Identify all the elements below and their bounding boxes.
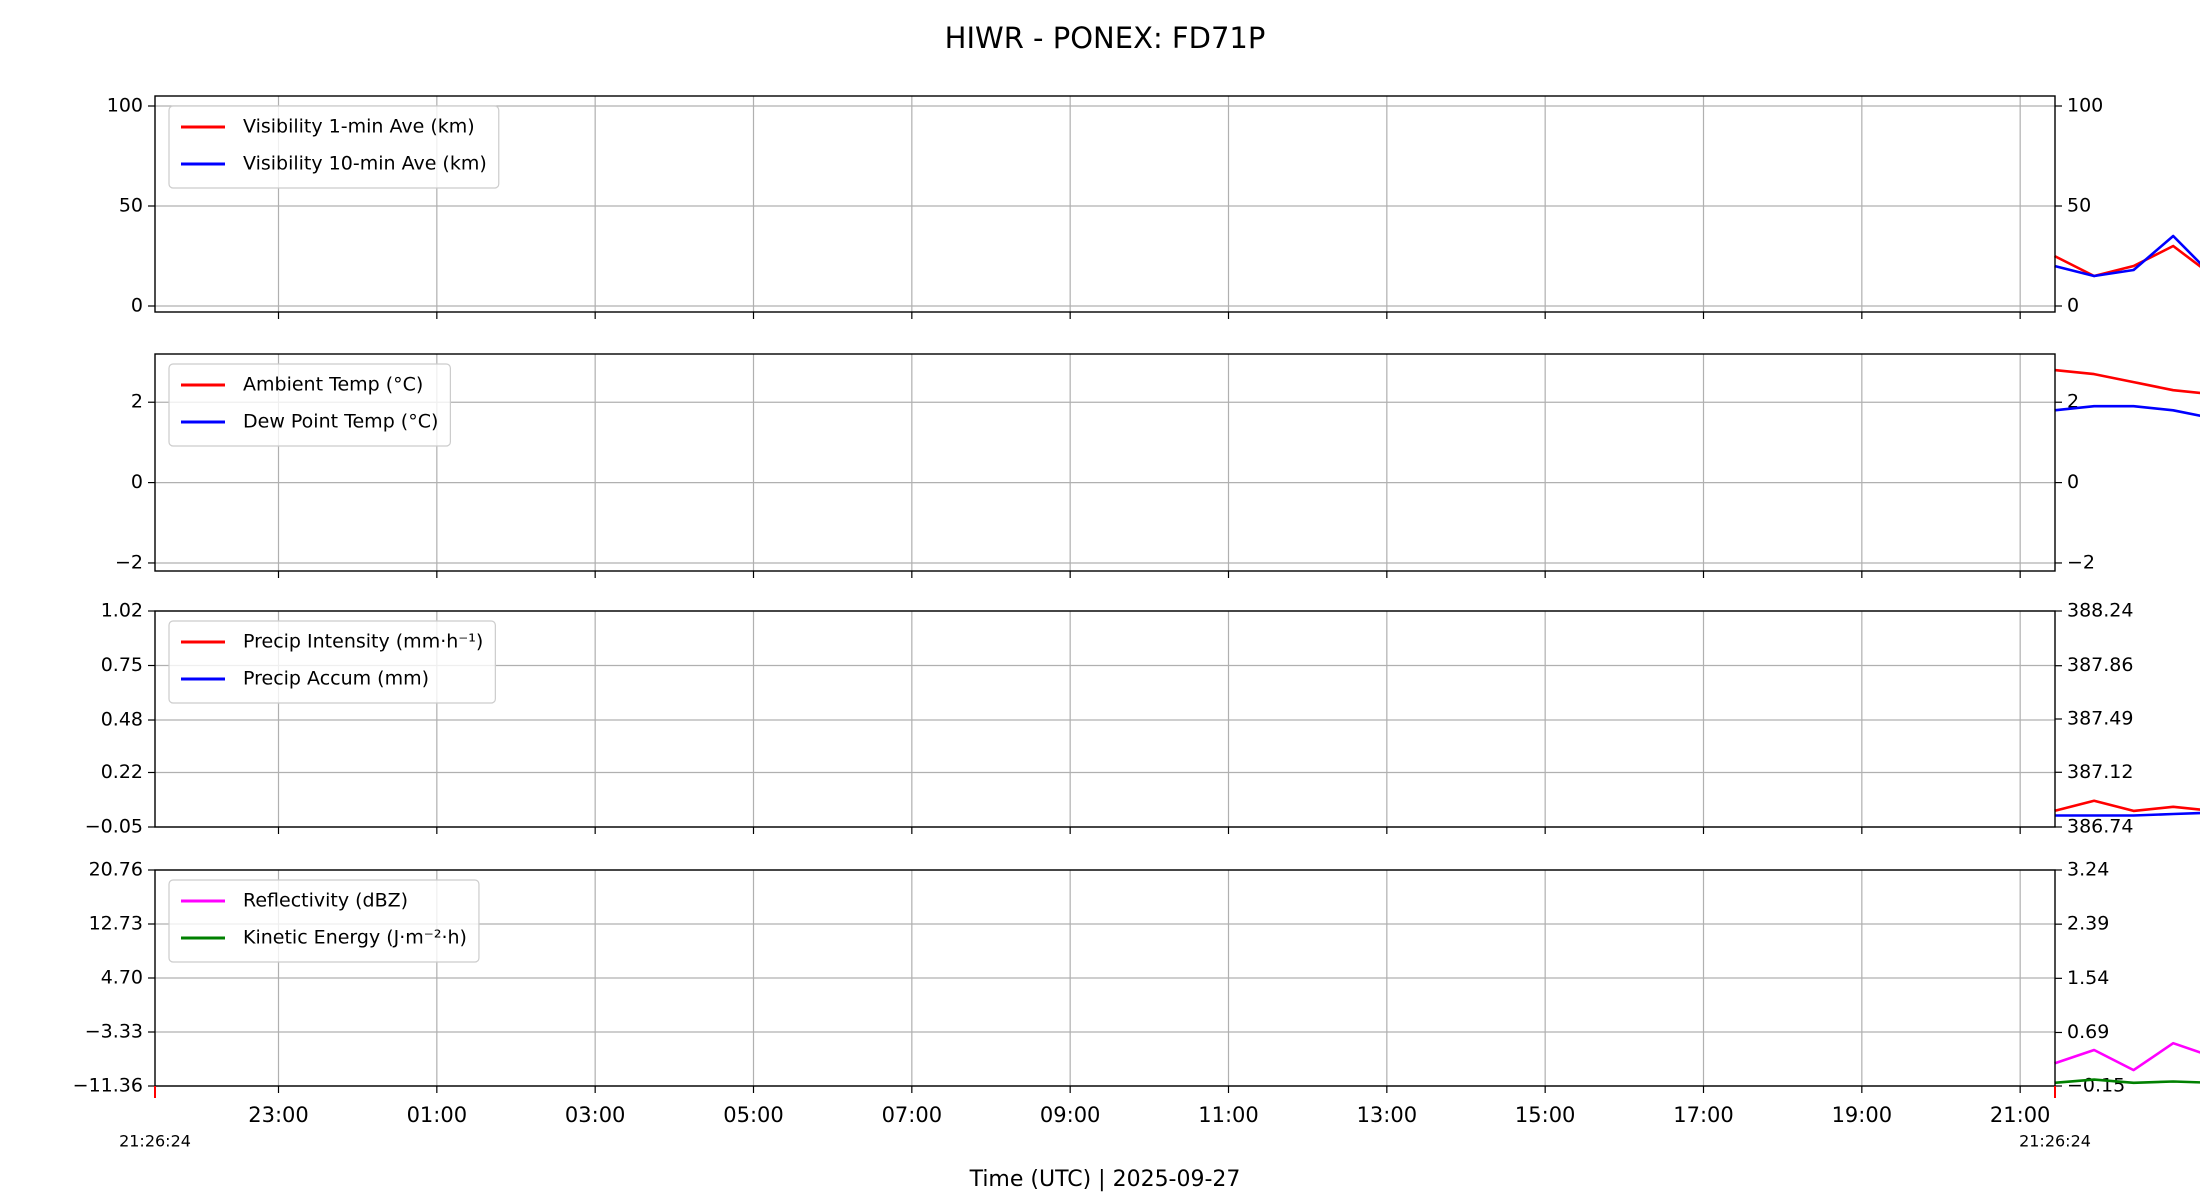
- x-tick-label: 15:00: [1515, 1103, 1576, 1127]
- y2-tick-label: 387.86: [2067, 654, 2133, 676]
- y-tick-label: 1.02: [101, 600, 143, 622]
- legend: Precip Intensity (mm·h⁻¹) Precip Accum (m…: [168, 620, 496, 704]
- y2-tick-label: 0: [2067, 471, 2079, 493]
- x-tick-label: 05:00: [723, 1103, 784, 1127]
- legend-label: Visibility 10-min Ave (km): [243, 153, 487, 175]
- y2-tick-label: −0.15: [2067, 1075, 2125, 1097]
- y-tick-label: 100: [107, 95, 143, 117]
- legend-label: Precip Intensity (mm·h⁻¹): [243, 631, 483, 653]
- x-tick-label: 23:00: [248, 1103, 309, 1127]
- y2-tick-label: 388.24: [2067, 600, 2133, 622]
- x-end-label: 21:26:24: [2019, 1132, 2091, 1151]
- y-tick-label: −11.36: [73, 1075, 143, 1097]
- legend-label: Reflectivity (dBZ): [243, 890, 408, 912]
- y-tick-label: 0: [131, 295, 143, 317]
- x-tick-label: 13:00: [1357, 1103, 1418, 1127]
- y-tick-label: −0.05: [85, 816, 143, 838]
- plot-frame: [154, 95, 2056, 313]
- y-tick-label: 0: [131, 471, 143, 493]
- legend-box: [168, 620, 496, 704]
- y2-tick-label: 50: [2067, 195, 2091, 217]
- y2-tick-label: 100: [2067, 95, 2103, 117]
- y2-tick-label: 387.12: [2067, 761, 2133, 783]
- data-line: [2054, 1041, 2200, 1072]
- x-tick-label: 21:00: [1990, 1103, 2051, 1127]
- x-tick-label: 03:00: [565, 1103, 626, 1127]
- legend-box: [168, 105, 500, 189]
- legend: Ambient Temp (°C) Dew Point Temp (°C): [168, 363, 451, 447]
- legend: Visibility 1-min Ave (km) Visibility 10-m…: [168, 105, 500, 189]
- y-tick-label: 0.75: [101, 654, 143, 676]
- y-tick-label: 0.48: [101, 709, 143, 731]
- y-tick-label: 4.70: [101, 967, 143, 989]
- legend-label: Precip Accum (mm): [243, 668, 429, 690]
- y-tick-label: −2: [115, 551, 143, 573]
- y-tick-label: 2: [131, 391, 143, 413]
- chart-title: HIWR - PONEX: FD71P: [945, 21, 1266, 55]
- legend-label: Ambient Temp (°C): [243, 374, 423, 396]
- y2-tick-label: −2: [2067, 551, 2095, 573]
- y2-tick-label: 1.54: [2067, 967, 2109, 989]
- y2-tick-label: 387.49: [2067, 708, 2133, 730]
- y-tick-label: 20.76: [89, 859, 143, 881]
- legend-box: [168, 363, 451, 447]
- y2-tick-label: 3.24: [2067, 859, 2109, 881]
- y2-tick-label: 2.39: [2067, 913, 2109, 935]
- legend: Reflectivity (dBZ) Kinetic Energy (J·m⁻²·…: [168, 879, 480, 963]
- x-tick-label: 11:00: [1198, 1103, 1259, 1127]
- plot-frame: [154, 353, 2056, 572]
- y-tick-label: −3.33: [85, 1021, 143, 1043]
- plot-frame: [154, 869, 2056, 1087]
- y-tick-label: 50: [119, 195, 143, 217]
- x-tick-label: 01:00: [407, 1103, 468, 1127]
- y2-tick-label: 0.69: [2067, 1021, 2109, 1043]
- x-tick-label: 17:00: [1673, 1103, 1734, 1127]
- x-tick-label: 09:00: [1040, 1103, 1101, 1127]
- plot-frame: [154, 610, 2056, 828]
- x-start-label: 21:26:24: [119, 1132, 191, 1151]
- legend-label: Dew Point Temp (°C): [243, 411, 438, 433]
- x-tick-label: 19:00: [1832, 1103, 1893, 1127]
- y-tick-label: 0.22: [101, 761, 143, 783]
- x-tick-label: 07:00: [882, 1103, 943, 1127]
- legend-label: Visibility 1-min Ave (km): [243, 116, 475, 138]
- y-tick-label: 12.73: [89, 913, 143, 935]
- legend-label: Kinetic Energy (J·m⁻²·h): [243, 927, 467, 949]
- y2-tick-label: 0: [2067, 295, 2079, 317]
- x-axis-label: Time (UTC) | 2025-09-27: [969, 1167, 1241, 1192]
- legend-box: [168, 879, 480, 963]
- y2-tick-label: 386.74: [2067, 816, 2133, 838]
